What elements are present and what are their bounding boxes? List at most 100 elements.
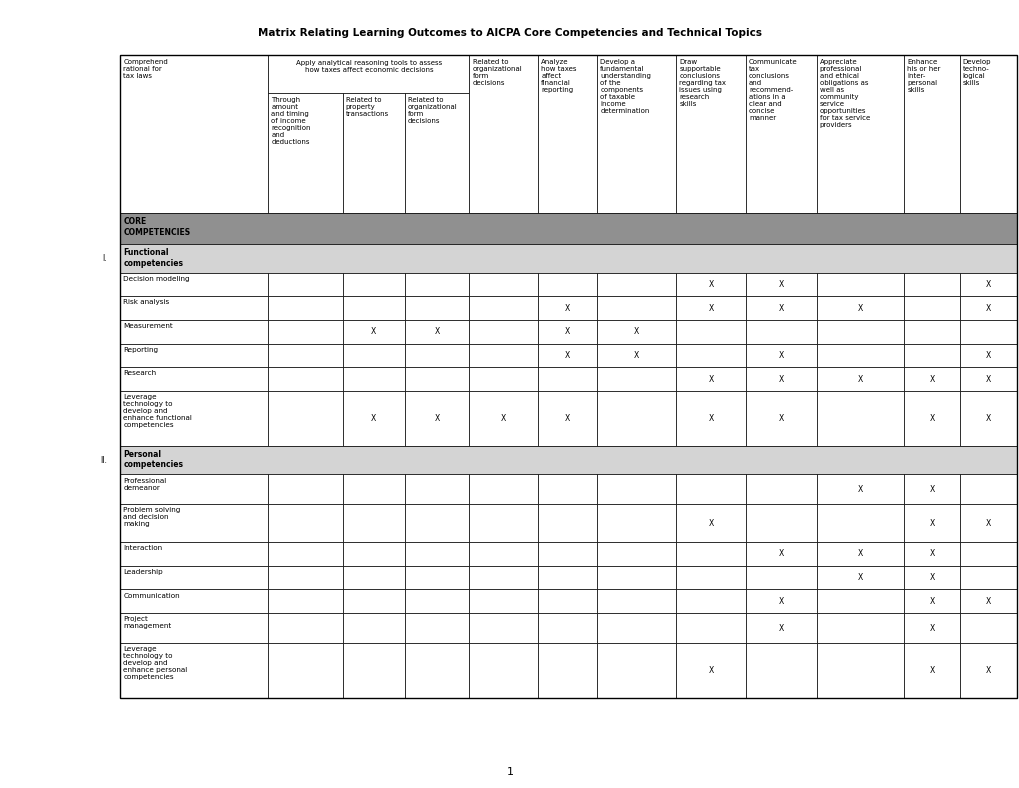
Text: X: X bbox=[371, 327, 376, 336]
Text: Leverage
technology to
develop and
enhance personal
competencies: Leverage technology to develop and enhan… bbox=[123, 646, 187, 680]
Bar bbox=[904, 566, 959, 589]
Bar bbox=[538, 643, 597, 698]
Bar bbox=[120, 391, 268, 446]
Bar bbox=[120, 589, 268, 613]
Bar bbox=[676, 55, 745, 213]
Bar bbox=[268, 344, 342, 367]
Bar bbox=[597, 273, 676, 296]
Bar bbox=[538, 474, 597, 504]
Bar bbox=[120, 542, 268, 566]
Bar bbox=[538, 320, 597, 344]
Bar bbox=[469, 55, 538, 213]
Bar bbox=[959, 542, 1016, 566]
Bar bbox=[745, 566, 816, 589]
Text: X: X bbox=[777, 351, 784, 360]
Bar bbox=[538, 367, 597, 391]
Bar bbox=[538, 542, 597, 566]
Text: X: X bbox=[434, 327, 439, 336]
Bar bbox=[959, 391, 1016, 446]
Text: X: X bbox=[928, 374, 933, 384]
Text: Appreciate
professional
and ethical
obligations as
well as
community
service
opp: Appreciate professional and ethical obli… bbox=[819, 59, 869, 128]
Bar bbox=[405, 296, 469, 320]
Text: Comprehend
rational for
tax laws: Comprehend rational for tax laws bbox=[123, 59, 168, 79]
Bar bbox=[538, 589, 597, 613]
Text: Develop
techno-
logical
skills: Develop techno- logical skills bbox=[962, 59, 990, 86]
Bar bbox=[676, 391, 745, 446]
Bar bbox=[959, 566, 1016, 589]
Bar bbox=[745, 613, 816, 643]
Bar bbox=[904, 504, 959, 542]
Text: X: X bbox=[928, 549, 933, 559]
Bar bbox=[959, 273, 1016, 296]
Bar bbox=[469, 589, 538, 613]
Bar bbox=[676, 320, 745, 344]
Bar bbox=[745, 273, 816, 296]
Bar bbox=[597, 367, 676, 391]
Text: Through
amount
and timing
of income
recognition
and
deductions: Through amount and timing of income reco… bbox=[271, 97, 311, 145]
Bar bbox=[405, 320, 469, 344]
Text: X: X bbox=[928, 414, 933, 423]
Bar bbox=[342, 273, 405, 296]
Bar bbox=[120, 55, 268, 213]
Text: X: X bbox=[984, 303, 990, 313]
Bar bbox=[469, 613, 538, 643]
Text: X: X bbox=[777, 549, 784, 559]
Bar bbox=[745, 643, 816, 698]
Text: X: X bbox=[984, 597, 990, 606]
Bar bbox=[597, 589, 676, 613]
Bar bbox=[268, 55, 469, 93]
Bar bbox=[342, 474, 405, 504]
Bar bbox=[405, 589, 469, 613]
Text: X: X bbox=[857, 573, 862, 582]
Bar bbox=[676, 504, 745, 542]
Text: CORE
COMPETENCIES: CORE COMPETENCIES bbox=[123, 217, 191, 237]
Bar bbox=[268, 643, 342, 698]
Bar bbox=[597, 55, 676, 213]
Bar bbox=[816, 504, 904, 542]
Bar bbox=[597, 344, 676, 367]
Bar bbox=[745, 344, 816, 367]
Text: I.: I. bbox=[102, 254, 107, 263]
Text: X: X bbox=[371, 414, 376, 423]
Text: Leadership: Leadership bbox=[123, 569, 163, 575]
Bar bbox=[676, 566, 745, 589]
Bar bbox=[959, 613, 1016, 643]
Bar bbox=[469, 504, 538, 542]
Bar bbox=[342, 613, 405, 643]
Text: Communicate
tax
conclusions
and
recommend-
ations in a
clear and
concise
manner: Communicate tax conclusions and recommen… bbox=[748, 59, 797, 121]
Text: X: X bbox=[928, 666, 933, 675]
Bar bbox=[816, 273, 904, 296]
Bar bbox=[676, 273, 745, 296]
Bar bbox=[745, 391, 816, 446]
Bar bbox=[342, 391, 405, 446]
Bar bbox=[342, 643, 405, 698]
Text: X: X bbox=[708, 666, 713, 675]
Bar bbox=[538, 391, 597, 446]
Text: X: X bbox=[777, 374, 784, 384]
Bar bbox=[120, 55, 1016, 698]
Bar bbox=[342, 93, 405, 213]
Text: Decision modeling: Decision modeling bbox=[123, 276, 190, 282]
Text: X: X bbox=[984, 519, 990, 528]
Text: X: X bbox=[565, 303, 570, 313]
Text: X: X bbox=[708, 414, 713, 423]
Bar bbox=[597, 296, 676, 320]
Text: X: X bbox=[928, 623, 933, 633]
Text: Professional
demeanor: Professional demeanor bbox=[123, 478, 166, 490]
Text: X: X bbox=[857, 303, 862, 313]
Bar bbox=[405, 273, 469, 296]
Bar bbox=[469, 367, 538, 391]
Bar bbox=[676, 474, 745, 504]
Text: X: X bbox=[434, 414, 439, 423]
Bar bbox=[469, 320, 538, 344]
Bar bbox=[904, 613, 959, 643]
Bar bbox=[469, 643, 538, 698]
Bar bbox=[676, 367, 745, 391]
Text: II.: II. bbox=[100, 455, 107, 465]
Text: Related to
organizational
form
decisions: Related to organizational form decisions bbox=[472, 59, 522, 86]
Bar bbox=[469, 296, 538, 320]
Bar bbox=[469, 391, 538, 446]
Bar bbox=[745, 589, 816, 613]
Bar bbox=[745, 367, 816, 391]
Bar bbox=[676, 296, 745, 320]
